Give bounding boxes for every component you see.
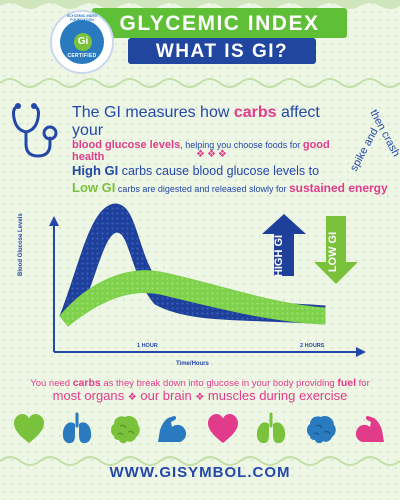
low-gi-arrow-label: LOW GI	[327, 231, 340, 273]
seal-certified-label: CERTIFIED	[67, 53, 97, 59]
stethoscope-icon	[12, 103, 58, 158]
spike-crash-note: spike and then crash	[348, 108, 400, 174]
low-gi-arrow-icon	[314, 216, 358, 284]
wave-divider	[0, 456, 400, 466]
fuel-dot: ❖	[195, 392, 205, 404]
intro-text: The GI measures how carbs affect your bl…	[72, 104, 332, 163]
intro-tail: affect your	[72, 104, 320, 139]
page-subtitle: WHAT IS GI?	[155, 41, 289, 62]
high-gi-curve	[59, 203, 326, 325]
lungs-icon	[62, 412, 92, 444]
low-gi-curve	[59, 270, 326, 327]
website-link[interactable]: WWW.GISYMBOL.COM	[109, 464, 291, 481]
certified-seal: GLYCEMIC INDEX FOUNDATION Gi CERTIFIED	[50, 10, 114, 74]
fuel-tail: for	[358, 378, 370, 389]
fuel-mid: as they break down into glucose in your …	[103, 378, 335, 389]
subtitle-ribbon: WHAT IS GI?	[128, 38, 316, 64]
high-gi-arrow-label: HIGH GI	[273, 234, 286, 278]
fuel-organs: most organs	[52, 388, 125, 404]
wave-divider	[0, 78, 400, 88]
high-gi-line: High GI carbs cause blood glucose levels…	[72, 163, 319, 178]
seal-inner-circle: Gi CERTIFIED	[60, 20, 104, 64]
gi-logo-icon: Gi	[74, 33, 92, 51]
diamond-divider: ❖❖❖	[196, 149, 229, 160]
title-ribbon: GLYCEMIC INDEX	[92, 8, 347, 38]
spike-note-line1: spike and	[348, 126, 381, 173]
intro-helping: , helping you choose foods for	[180, 140, 301, 151]
low-gi-line: Low GI carbs are digested and released s…	[72, 180, 388, 195]
high-gi-arrow-icon	[262, 214, 306, 276]
fuel-word: fuel	[337, 377, 356, 389]
brain-icon	[111, 415, 140, 444]
x-tick-label: 1 HOUR	[137, 343, 158, 349]
low-gi-text: carbs are digested and released slowly f…	[117, 184, 287, 194]
x-axis-label: Time/Hours	[176, 361, 209, 367]
intro-carbs: carbs	[233, 104, 277, 121]
fuel-dot: ❖	[127, 392, 137, 404]
muscle-arm-icon	[158, 416, 187, 442]
y-axis-label: Blood Glucose Levels	[18, 213, 24, 276]
high-gi-strong: High GI	[72, 163, 119, 178]
fuel-brain: our brain	[140, 388, 192, 404]
intro-lead: The GI measures how	[72, 104, 230, 121]
page-title: GLYCEMIC INDEX	[119, 12, 320, 35]
intro-levels: blood glucose levels	[72, 139, 181, 152]
glucose-chart	[49, 203, 366, 357]
low-gi-strong: Low GI	[72, 180, 116, 195]
high-gi-text: carbs cause blood glucose levels to	[121, 164, 320, 178]
x-tick-label: 2 HOURS	[300, 343, 325, 349]
brain-icon	[307, 415, 336, 444]
fuel-muscles: muscles during exercise	[207, 388, 348, 404]
scallop-border-top	[0, 0, 400, 9]
header: GLYCEMIC INDEX WHAT IS GI? GLYCEMIC INDE…	[0, 0, 400, 86]
x-axis-arrow	[356, 347, 366, 357]
lungs-icon	[256, 412, 286, 444]
fuel-text: You need carbs as they break down into g…	[10, 377, 390, 404]
organ-icons-row	[12, 412, 388, 452]
heart-icon	[208, 414, 238, 443]
fuel-lead: You need	[30, 378, 71, 389]
heart-icon	[14, 414, 44, 443]
fuel-carbs: carbs	[72, 377, 101, 389]
low-gi-emph: sustained energy	[288, 181, 388, 195]
intro-health: good health	[72, 139, 330, 164]
muscle-arm-icon	[355, 416, 384, 442]
y-axis-arrow	[49, 216, 59, 226]
